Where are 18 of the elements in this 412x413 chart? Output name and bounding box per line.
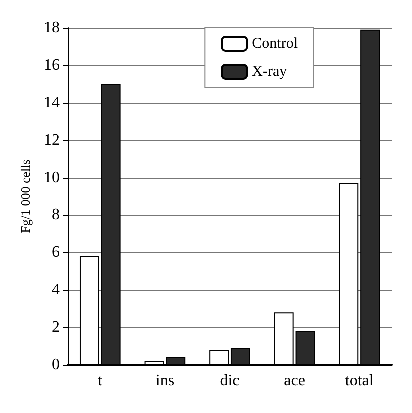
x-tick-label: total: [345, 372, 374, 390]
y-tick-label: 10: [44, 169, 60, 186]
y-tick-label: 6: [52, 244, 60, 262]
x-tick-label: t: [98, 372, 104, 390]
y-tick-label: 12: [44, 132, 60, 149]
legend-label: Control: [252, 36, 298, 52]
y-tick-label: 16: [44, 56, 60, 74]
y-axis-title: Fg/1 000 cells: [18, 160, 33, 234]
y-tick-label: 2: [52, 319, 60, 336]
x-tick-label: dic: [220, 372, 240, 390]
y-tick-label: 8: [52, 206, 60, 224]
y-tick-label: 0: [52, 356, 60, 374]
y-tick-label: 4: [52, 282, 60, 299]
y-tick-label: 18: [44, 20, 60, 36]
x-tick-label: ace: [284, 372, 306, 390]
y-tick-label: 14: [44, 94, 60, 112]
legend-label: X-ray: [252, 64, 288, 80]
x-tick-label: ins: [156, 372, 175, 390]
